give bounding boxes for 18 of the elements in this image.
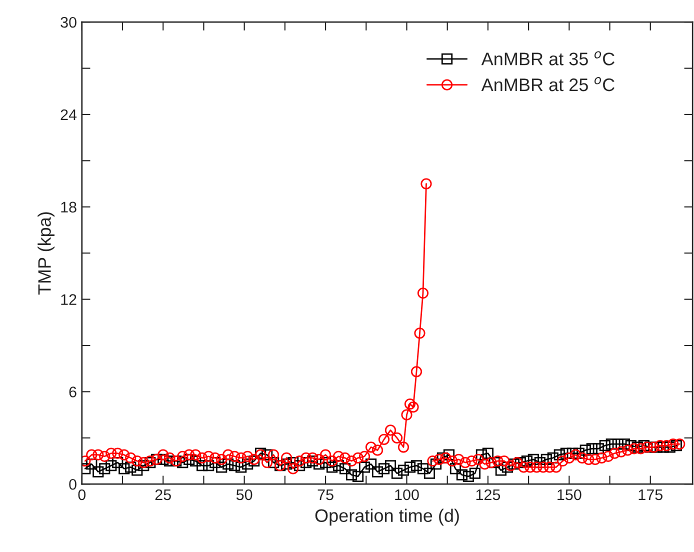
y-tick-label: 6	[69, 386, 76, 398]
x-tick-label: 75	[318, 490, 334, 500]
x-tick-label: 125	[476, 489, 500, 500]
y-tick-label: 0	[69, 478, 76, 490]
y-tick-label: 30	[60, 16, 76, 28]
x-tick-label: 25	[155, 489, 171, 500]
legend-label: AnMBR at 25 $^{o}$C	[481, 77, 614, 92]
x-tick-label: 0	[78, 489, 86, 500]
y-tick-label: 24	[60, 109, 77, 120]
x-tick-label: 100	[395, 489, 419, 500]
y-axis-title: TMP (kpa)	[38, 212, 54, 295]
y-tick-label: 12	[61, 294, 76, 305]
x-tick-label: 175	[638, 490, 662, 500]
x-tick-label: 50	[236, 489, 252, 500]
legend-label: AnMBR at 35 $^{o}$C	[481, 51, 614, 66]
x-axis-title: Operation time (d)	[315, 508, 459, 526]
x-tick-label: 150	[558, 489, 582, 500]
y-tick-label: 18	[61, 202, 76, 213]
